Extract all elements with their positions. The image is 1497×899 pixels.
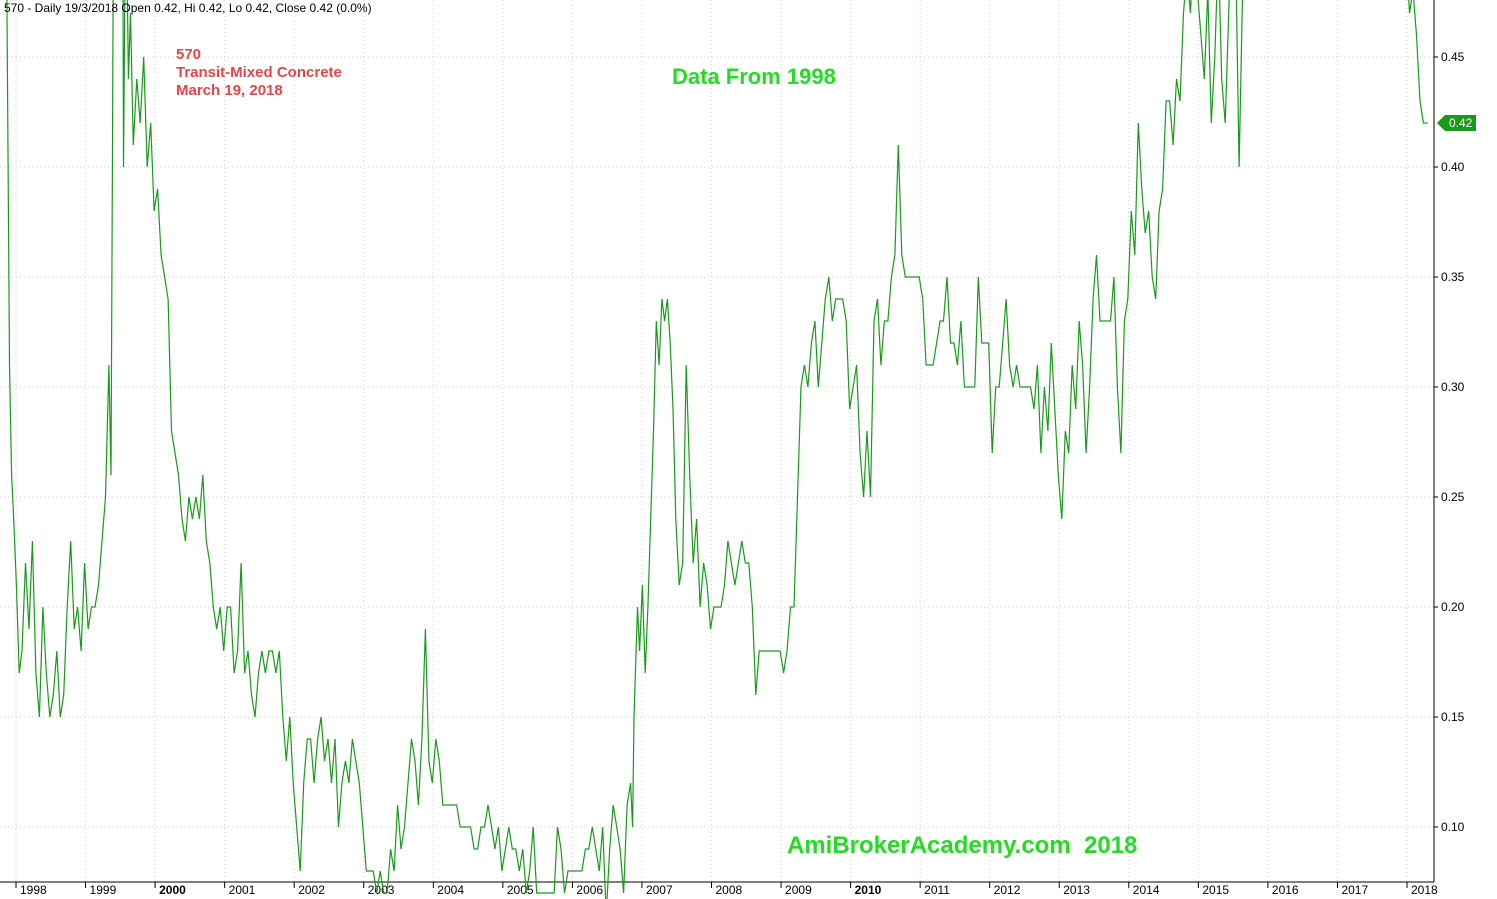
x-tick-label: 2003 [368, 883, 395, 897]
watermark-banner: AmiBrokerAcademy.com 2018 [787, 832, 1138, 859]
x-axis-ticks: 1998 1999 2000 2001 2002 2003 2004 2005 2006 2007… [15, 882, 1438, 897]
y-tick-label: 0.45 [1441, 50, 1465, 64]
x-tick-label: 2000 [159, 883, 186, 897]
x-tick-label: 2017 [1341, 883, 1368, 897]
y-tick-label: 0.20 [1441, 600, 1465, 614]
x-tick-label: 2013 [1063, 883, 1090, 897]
x-tick-label: 2007 [646, 883, 673, 897]
y-tick-label: 0.10 [1441, 820, 1465, 834]
ticker-info: 570 Transit-Mixed Concrete March 19, 201… [176, 46, 342, 100]
ticker-name: Transit-Mixed Concrete [176, 64, 342, 81]
x-tick-label: 2016 [1272, 883, 1299, 897]
vertical-grid-lines [15, 0, 1408, 882]
y-tick-label: 0.30 [1441, 380, 1465, 394]
x-tick-label: 2018 [1411, 883, 1438, 897]
x-tick-label: 2009 [785, 883, 812, 897]
x-tick-label: 2008 [716, 883, 743, 897]
x-tick-label: 2006 [576, 883, 603, 897]
x-tick-label: 1999 [90, 883, 117, 897]
x-tick-label: 2002 [298, 883, 325, 897]
x-tick-label: 2012 [994, 883, 1021, 897]
x-tick-label: 2015 [1202, 883, 1229, 897]
price-series-line [6, 0, 1428, 899]
horizontal-grid-lines [0, 56, 1434, 828]
x-tick-label: 2010 [855, 883, 882, 897]
ticker-code: 570 [176, 46, 202, 63]
ticker-date: March 19, 2018 [176, 82, 283, 99]
last-price-label: 0.42 [1449, 116, 1473, 130]
last-price-tag: 0.42 [1437, 115, 1476, 131]
y-axis-ticks: 0.100.150.200.250.300.350.400.450.500.55… [1434, 50, 1465, 834]
chart-header: 570 - Daily 19/3/2018 Open 0.42, Hi 0.42… [4, 1, 372, 15]
x-tick-label: 2001 [229, 883, 256, 897]
y-tick-label: 0.35 [1441, 270, 1465, 284]
x-tick-label: 2004 [437, 883, 464, 897]
x-tick-label: 2011 [924, 883, 950, 897]
y-tick-label: 0.15 [1441, 710, 1465, 724]
data-from-banner: Data From 1998 [672, 64, 836, 89]
y-tick-label: 0.40 [1441, 160, 1465, 174]
last-price-tag-shape [1437, 115, 1476, 131]
y-tick-label: 0.25 [1441, 490, 1465, 504]
x-tick-label: 2014 [1133, 883, 1160, 897]
x-tick-label: 2005 [507, 883, 534, 897]
x-tick-label: 1998 [20, 883, 47, 897]
